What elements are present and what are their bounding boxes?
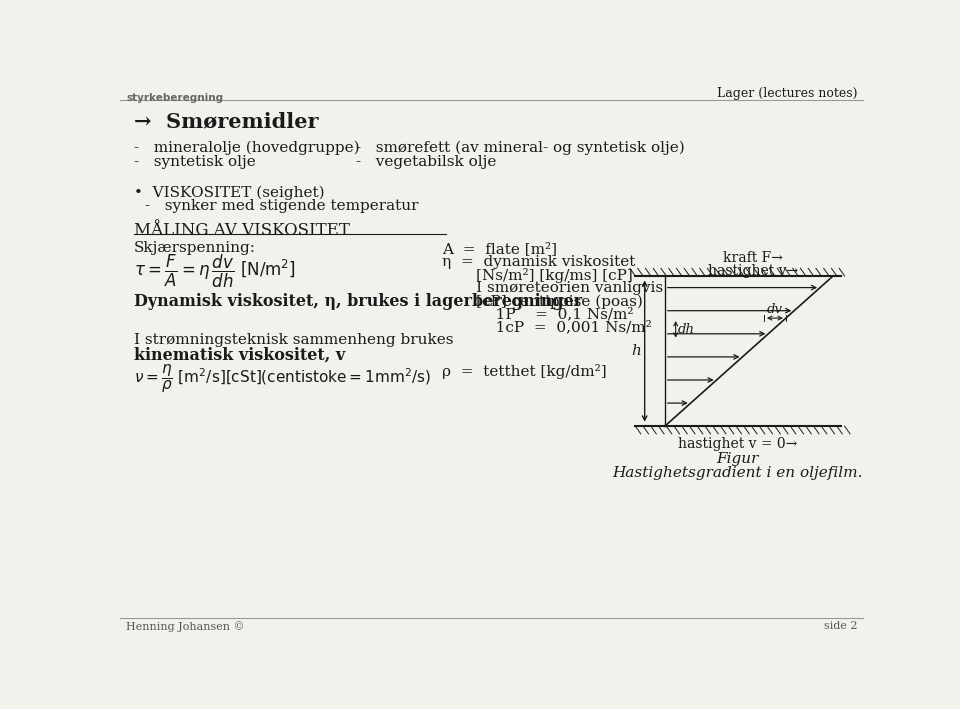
Text: -   synker med stigende temperatur: - synker med stigende temperatur xyxy=(145,199,419,213)
Text: -   syntetisk olje: - syntetisk olje xyxy=(134,155,255,169)
Text: kinematisk viskositet, v: kinematisk viskositet, v xyxy=(134,347,346,364)
Text: Lager (lectures notes): Lager (lectures notes) xyxy=(717,87,858,101)
Text: -   vegetabilsk olje: - vegetabilsk olje xyxy=(356,155,496,169)
Text: hastighet v→: hastighet v→ xyxy=(708,264,798,278)
Text: ρ  =  tetthet [kg/dm²]: ρ = tetthet [kg/dm²] xyxy=(442,364,607,379)
Text: 1P    =  0,1 Ns/m²: 1P = 0,1 Ns/m² xyxy=(442,308,634,322)
Text: Figur: Figur xyxy=(716,452,758,467)
Text: $\nu = \dfrac{\eta}{\rho}\ \left[\mathrm{m^2/s}\right]\left[\mathrm{cSt}\right]\: $\nu = \dfrac{\eta}{\rho}\ \left[\mathrm… xyxy=(134,362,431,395)
Text: styrkeberegning: styrkeberegning xyxy=(126,93,224,103)
Text: Dynamisk viskositet, η, brukes i lagerberegninger: Dynamisk viskositet, η, brukes i lagerbe… xyxy=(134,293,582,310)
Text: dh: dh xyxy=(678,323,695,336)
Text: MÅLING AV VISKOSITET: MÅLING AV VISKOSITET xyxy=(134,222,349,239)
Text: hastighet v = 0→: hastighet v = 0→ xyxy=(678,437,798,451)
Text: kraft F→: kraft F→ xyxy=(723,252,783,265)
Text: h: h xyxy=(631,344,641,358)
Text: I strømningsteknisk sammenheng brukes: I strømningsteknisk sammenheng brukes xyxy=(134,333,453,347)
Text: -   mineralolje (hovedgruppe): - mineralolje (hovedgruppe) xyxy=(134,140,360,155)
Text: Hastighetsgradient i en oljefilm.: Hastighetsgradient i en oljefilm. xyxy=(612,467,863,480)
Text: η  =  dynamisk viskositet: η = dynamisk viskositet xyxy=(442,255,635,269)
Text: Henning Johansen ©: Henning Johansen © xyxy=(126,621,245,632)
Text: [cP] centipoise (poas): [cP] centipoise (poas) xyxy=(442,294,642,309)
Text: •  VISKOSITET (seighet): • VISKOSITET (seighet) xyxy=(134,185,324,199)
Text: $\tau = \dfrac{F}{A} = \eta\,\dfrac{dv}{dh}\ \left[\mathrm{N/m^2}\right]$: $\tau = \dfrac{F}{A} = \eta\,\dfrac{dv}{… xyxy=(134,253,296,290)
Text: [Ns/m²] [kg/ms] [cP]: [Ns/m²] [kg/ms] [cP] xyxy=(442,268,633,284)
Text: dv: dv xyxy=(767,303,783,316)
Text: -   smørefett (av mineral- og syntetisk olje): - smørefett (av mineral- og syntetisk ol… xyxy=(356,140,685,155)
Text: →  Smøremidler: → Smøremidler xyxy=(134,111,319,131)
Text: Skjærspenning:: Skjærspenning: xyxy=(134,240,256,255)
Text: side 2: side 2 xyxy=(825,621,858,631)
Text: A  =  flate [m²]: A = flate [m²] xyxy=(442,242,557,256)
Text: 1cP  =  0,001 Ns/m²: 1cP = 0,001 Ns/m² xyxy=(442,320,652,335)
Text: I smøreteorien vanligvis: I smøreteorien vanligvis xyxy=(442,281,662,296)
